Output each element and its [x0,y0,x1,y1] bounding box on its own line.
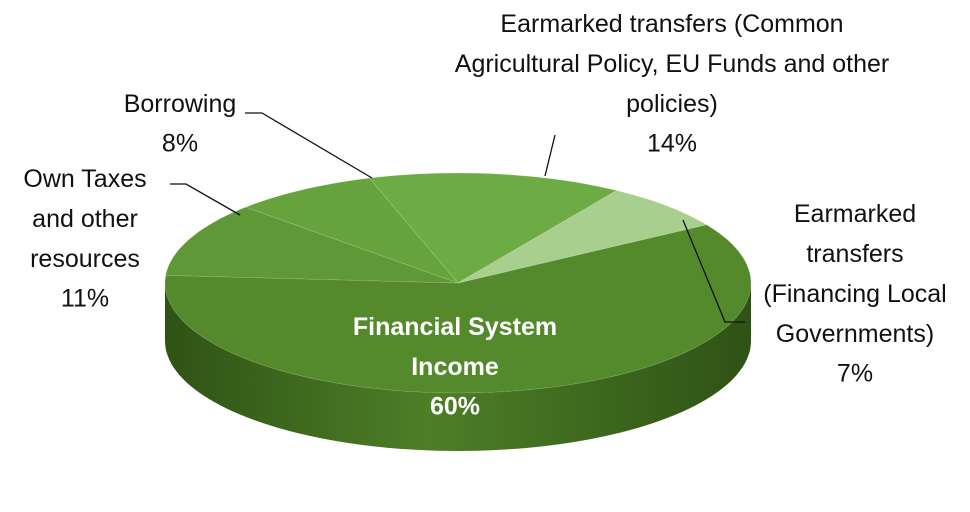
label-line: Borrowing [124,90,237,118]
category-label: Own Taxes and other resources [23,165,146,273]
leader-line [682,219,745,323]
label-line: transfers [806,240,903,268]
label-line: and other [32,205,138,233]
label-line: resources [30,245,140,273]
category-label: Borrowing [124,90,237,118]
label-line: Own Taxes [23,165,146,193]
category-label: Financial System Income [353,313,557,381]
value-label: 14% [647,130,697,158]
value-label: 60% [430,393,480,421]
category-label: Earmarked transfers (Financing Local Govern… [763,200,946,348]
leader-line [245,112,373,179]
value-label: 11% [61,285,109,313]
pie-slice [164,224,752,394]
pie-side [165,283,751,451]
pie-slice [368,172,618,284]
value-label: 8% [162,130,198,158]
leader-line [544,134,556,177]
leader-line [170,183,241,216]
label-line: (Financing Local [763,280,946,308]
pie-slice [165,206,459,284]
leader-lines [170,112,745,323]
label-line: Income [411,353,499,381]
label-line: Financial System [353,313,557,341]
pie-slice [457,190,708,284]
category-label: Earmarked transfers (Common Agricultural … [455,10,889,118]
label-line: Agricultural Policy, EU Funds and other [455,50,889,78]
pie [164,172,752,451]
label-line: Governments) [776,320,934,348]
label-line: Earmarked [794,200,916,228]
labels: Financial System Income 60% Own Taxes and ot… [23,10,946,421]
pie-slice [244,177,460,284]
value-label: 7% [837,360,873,388]
label-line: policies) [626,90,718,118]
label-line: Earmarked transfers (Common [500,10,843,38]
